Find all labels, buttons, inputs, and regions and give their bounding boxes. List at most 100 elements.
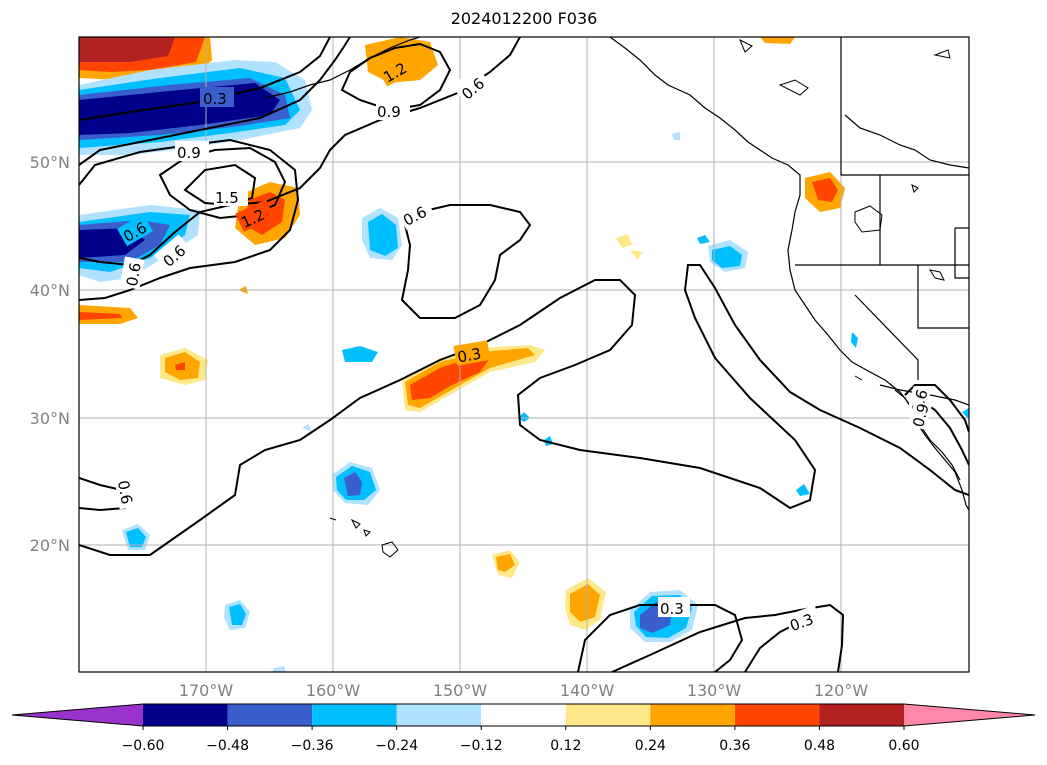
country-border [879, 384, 969, 406]
colorbar-label: −0.36 [291, 738, 334, 754]
contour-label-background [451, 65, 489, 102]
colorbar-label: −0.60 [122, 738, 165, 754]
contour-label: 0.9 [909, 401, 933, 429]
cold-anomaly-region [962, 408, 969, 420]
colorbar-extend-high [904, 704, 1035, 726]
cold-anomaly-region [342, 346, 378, 362]
lon-label: 140°W [560, 681, 615, 700]
warm-anomaly-region [616, 234, 632, 248]
contour-line [577, 604, 744, 672]
contour-label: 0.6 [114, 479, 136, 506]
colorbar-label: −0.48 [206, 738, 249, 754]
map-content [79, 37, 969, 672]
cold-anomaly-region [796, 484, 810, 496]
colorbar-label: 0.36 [719, 738, 750, 754]
contour-line [79, 264, 969, 556]
lat-label: 20°N [30, 536, 70, 555]
colorbar-label: −0.12 [460, 738, 503, 754]
hawaiian-island [363, 529, 371, 537]
contour-line [904, 384, 969, 433]
warm-anomaly-region [630, 250, 642, 260]
contour-label-background [119, 256, 145, 290]
island [933, 49, 951, 59]
contour-label-background [117, 213, 153, 247]
coastlines [264, 37, 969, 511]
island-group [329, 38, 951, 558]
colorbar-segment [143, 704, 228, 726]
contour-label-background [214, 186, 248, 206]
warm-anomaly-region [175, 362, 185, 370]
colorbar-segment [396, 704, 482, 726]
colorbar-segment [227, 704, 313, 726]
island [739, 38, 753, 53]
state-border [840, 37, 969, 176]
contour-label-background [235, 199, 275, 232]
contour-label-background [658, 597, 690, 617]
alaska-coastline [264, 37, 421, 99]
contour-label: 0.9 [377, 103, 401, 121]
lat-label: 30°N [30, 409, 70, 428]
colorbar-extend-low [12, 704, 143, 726]
contour-label-background [154, 234, 192, 271]
hawaiian-island [329, 517, 337, 521]
colorbar-label: −0.24 [375, 738, 418, 754]
cold-anomaly-region [697, 235, 710, 244]
lon-label: 160°W [306, 681, 361, 700]
contour-line [79, 138, 300, 301]
lat-label: 50°N [30, 153, 70, 172]
page-title: 2024012200 F036 [450, 9, 598, 28]
island [778, 79, 809, 96]
colorbar: −0.60 −0.48 −0.36 −0.24 −0.12 0.12 0.24 0.36 0.4… [11, 703, 1036, 754]
contour-label-background [453, 340, 491, 366]
warm-anomaly-region [496, 554, 515, 572]
colorbar-segment [565, 704, 651, 726]
colorbar-segment [734, 704, 820, 726]
cold-anomaly-region [302, 424, 312, 432]
contour-label-background [175, 141, 209, 161]
state-border [954, 227, 969, 279]
cold-anomaly-region [344, 472, 362, 496]
cold-anomaly-region [851, 332, 858, 348]
colorbar-segment [650, 704, 735, 726]
colorbar-label: 0.48 [804, 738, 835, 754]
warm-anomaly-region [760, 37, 795, 44]
lat-label: 40°N [30, 281, 70, 300]
island [854, 375, 863, 381]
warm-anomaly-region [79, 37, 175, 62]
contour-label-background [907, 400, 933, 430]
contour-line [79, 37, 331, 121]
contour-label-background [377, 53, 415, 87]
state-border [854, 294, 919, 380]
latitude-labels: 50°N 40°N 30°N 20°N [30, 153, 70, 555]
cold-anomaly-region [229, 604, 246, 625]
cold-anomaly-region [368, 214, 398, 256]
contour-label-background [397, 197, 435, 230]
cold-anomaly-region [712, 246, 742, 268]
map-frame [78, 36, 970, 673]
contour-label-background [784, 605, 822, 635]
warm-anomaly-region [570, 584, 600, 622]
north-america-coastline [609, 37, 969, 511]
lon-label: 130°W [687, 681, 742, 700]
contour-lines [79, 37, 969, 672]
island [911, 184, 919, 193]
island [928, 269, 945, 281]
warm-anomaly-region [79, 312, 122, 320]
contour-label: 1.5 [215, 189, 239, 207]
contour-line [158, 146, 287, 220]
contour-line [79, 37, 351, 166]
contour-label: 0.3 [456, 345, 483, 367]
country-border [844, 114, 969, 169]
contour-line [611, 603, 845, 672]
lon-label: 170°W [179, 681, 234, 700]
colorbar-segment [819, 704, 904, 726]
colorbar-label: 0.12 [550, 738, 581, 754]
contour-label-background [200, 87, 234, 107]
contour-label-background [376, 100, 410, 120]
colorbar-segment [312, 704, 397, 726]
lon-label: 120°W [814, 681, 869, 700]
state-border [917, 265, 969, 329]
contour-line [183, 163, 257, 207]
contour-label-background [114, 476, 140, 510]
